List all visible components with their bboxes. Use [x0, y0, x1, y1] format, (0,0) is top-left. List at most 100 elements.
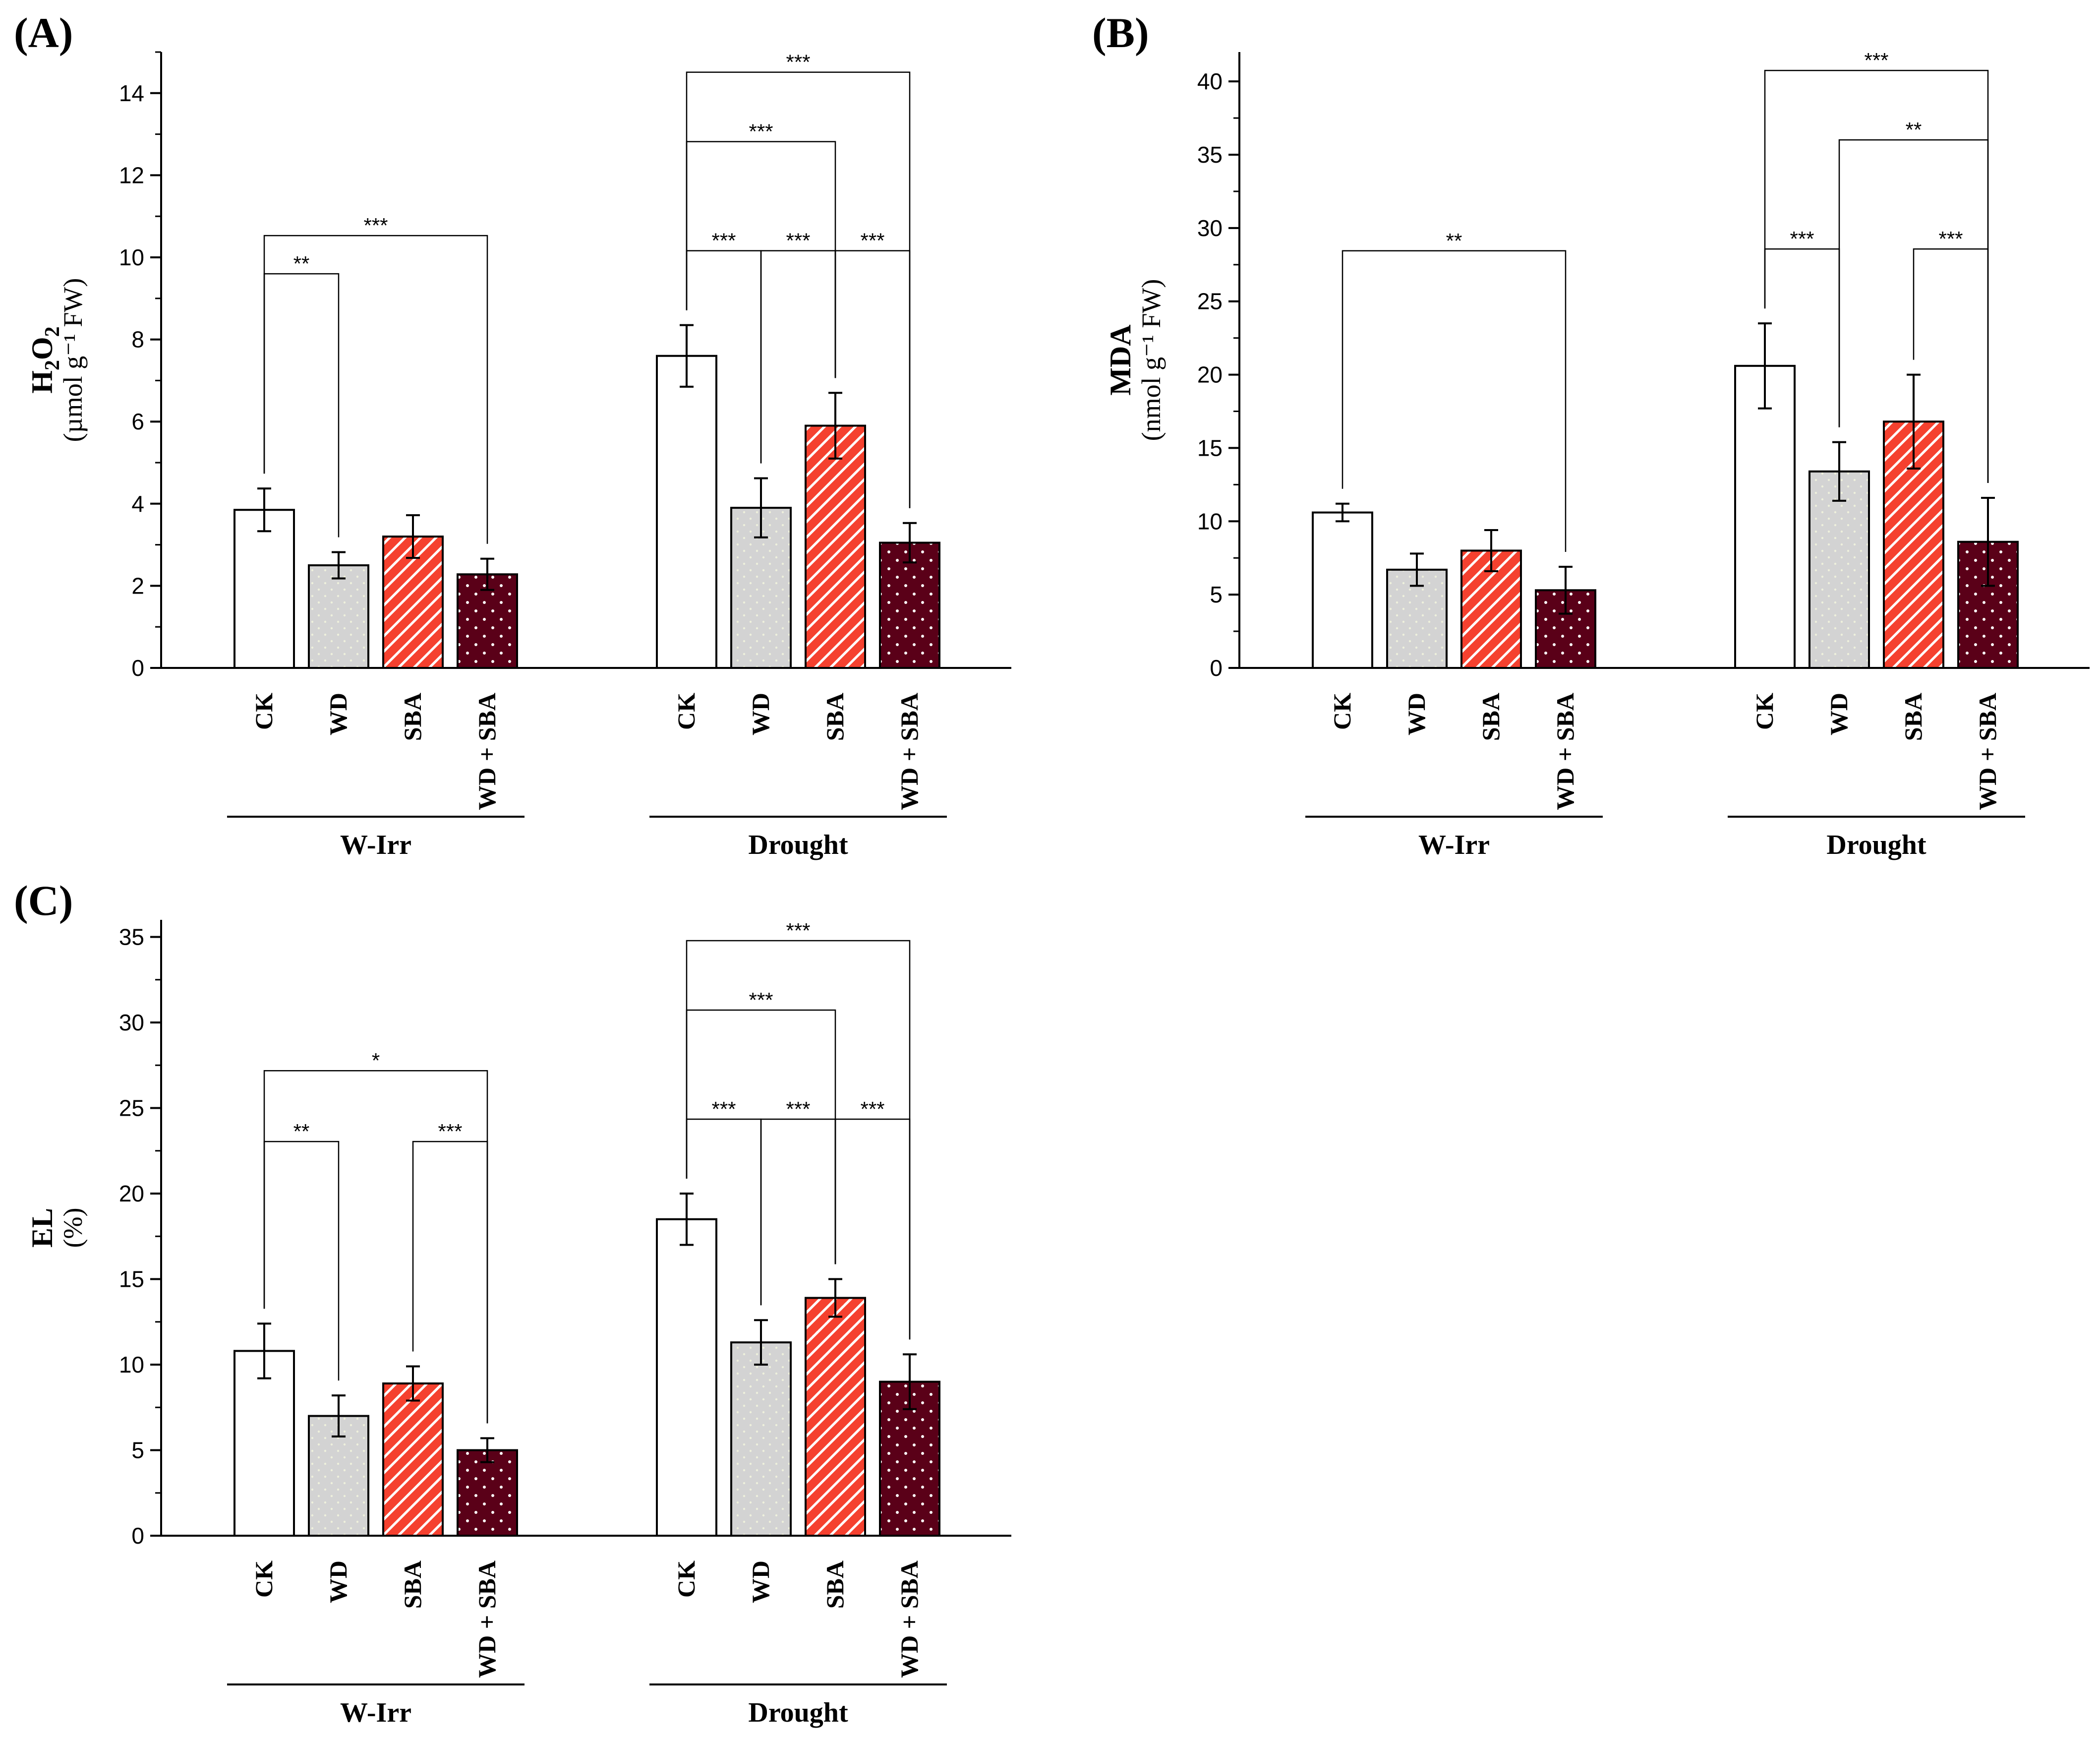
- panel-b-sig-bracket-0-0-3: [1342, 250, 1567, 552]
- panel-b-y-tick-label: 10: [1197, 508, 1223, 534]
- panel-c-y-tick-label: 10: [119, 1352, 144, 1378]
- panel-a-y-tick-label: 12: [119, 162, 144, 188]
- panel-b-sig-bracket-1-0-1-label: ***: [1790, 227, 1814, 250]
- panel-a-drought-category-label-sba: SBA: [821, 693, 849, 741]
- panel-a-drought-category-label-wd: WD: [747, 693, 774, 735]
- panel-c-letter: (C): [14, 877, 73, 924]
- panel-a-w-irr-bar-wd: [308, 564, 369, 669]
- panel-a-drought-group-label: Drought: [748, 830, 848, 860]
- panel-c-y-tick-label: 30: [119, 1010, 144, 1035]
- panel-c-drought-bar-ck: [656, 1218, 717, 1537]
- panel-a-w-irr-category-label-sba: SBA: [399, 693, 426, 741]
- panel-a-sig-bracket-1-2-3: [834, 250, 911, 508]
- panel-c-sig-bracket-1-1-2: [760, 1118, 836, 1306]
- panel-c-drought-group-label: Drought: [748, 1697, 848, 1728]
- panel-b-y-tick-label: 30: [1197, 215, 1223, 241]
- panel-c-sig-bracket-1-1-2-label: ***: [786, 1097, 810, 1121]
- panel-b-y-tick-label: 25: [1197, 289, 1223, 314]
- panel-b-sig-bracket-1-0-3-label: ***: [1864, 49, 1888, 72]
- panel-c-y-tick-label: 15: [119, 1266, 144, 1292]
- panel-b-w-irr-group-label: W-Irr: [1418, 830, 1490, 860]
- panel-a-w-irr-category-label-wd: WD: [324, 693, 352, 735]
- panel-a-sig-bracket-1-0-1-label: ***: [711, 229, 736, 252]
- panel-c-w-irr-category-label-ck: CK: [250, 1560, 278, 1598]
- panel-b-drought-category-label-ck: CK: [1750, 693, 1778, 730]
- panel-b-y-tick-label: 35: [1197, 142, 1223, 168]
- panel-b-drought-bar-wd: [1808, 470, 1870, 669]
- panel-c-sig-bracket-1-0-3-label: ***: [786, 919, 810, 942]
- panel-c-w-irr-category-label-wd: WD: [324, 1560, 352, 1603]
- panel-c-y-label-title: EL: [26, 1208, 58, 1248]
- panel-a-y-tick-label: 10: [119, 244, 144, 270]
- panel-a-w-irr-group-label: W-Irr: [340, 830, 411, 860]
- panel-b-y-label-title: MDA: [1104, 324, 1137, 395]
- panel-a-drought-bar-wd-sba: [879, 541, 940, 669]
- panel-b-sig-bracket-1-2-3-label: ***: [1938, 227, 1963, 250]
- panel-c-sig-bracket-0-0-1: [263, 1140, 340, 1381]
- panel-c-y-tick-label: 35: [119, 924, 144, 950]
- panel-c-drought-category-label-wd-sba: WD + SBA: [895, 1560, 923, 1678]
- panel-c-w-irr-group-label: W-Irr: [340, 1697, 411, 1728]
- panel-c-w-irr-bar-sba: [382, 1382, 444, 1537]
- panel-b-y-label-unit: (nmol g⁻¹ FW): [1136, 279, 1166, 441]
- panel-c-w-irr-category-label-sba: SBA: [399, 1560, 426, 1609]
- panel-a-drought-bar-ck: [656, 355, 717, 669]
- panel-a-y-tick-label: 4: [131, 491, 144, 517]
- panel-c-sig-bracket-0-2-3: [412, 1140, 488, 1424]
- panel-b-drought-category-label-wd: WD: [1825, 693, 1853, 735]
- panel-b-y-tick-label: 40: [1197, 68, 1223, 94]
- panel-b-y-tick-label: 15: [1197, 435, 1223, 461]
- panel-a-sig-bracket-0-0-3-label: ***: [363, 214, 388, 237]
- panel-c-y-tick-label: 20: [119, 1181, 144, 1206]
- panel-a: (A) 0 2 4 6 8 10 12 14 H2O2(µmol g⁻¹ FW) CK WD SBA WD…: [14, 9, 1011, 860]
- panel-c-drought-category-label-sba: SBA: [821, 1560, 849, 1609]
- panel-b-drought-category-label-sba: SBA: [1899, 693, 1927, 741]
- panel-c-sig-bracket-1-0-2-label: ***: [749, 988, 773, 1012]
- panel-b-w-irr-category-label-ck: CK: [1328, 693, 1356, 730]
- panel-c-drought-bar-wd: [730, 1341, 792, 1537]
- panel-a-sig-bracket-1-0-3-label: ***: [786, 51, 810, 74]
- panel-c-w-irr-category-label-wd-sba: WD + SBA: [473, 1560, 501, 1678]
- panel-b-w-irr-category-label-sba: SBA: [1477, 693, 1505, 741]
- panel-a-drought-category-label-wd-sba: WD + SBA: [895, 693, 923, 810]
- panel-a-sig-bracket-0-0-1-label: **: [293, 252, 310, 275]
- panel-b-sig-bracket-1-2-3: [1913, 248, 1989, 483]
- panel-a-w-irr-category-label-wd-sba: WD + SBA: [473, 693, 501, 810]
- panel-a-y-tick-label: 2: [131, 573, 144, 599]
- panel-c-y-tick-label: 0: [131, 1523, 144, 1549]
- panel-c-drought-category-label-wd: WD: [747, 1560, 774, 1603]
- panel-a-w-irr-category-label-ck: CK: [250, 693, 278, 730]
- panel-c-y-label-unit: (%): [58, 1208, 88, 1248]
- panel-a-sig-bracket-1-1-2-label: ***: [786, 229, 810, 252]
- panel-b-w-irr-category-label-wd: WD: [1402, 693, 1430, 735]
- panel-b-sig-bracket-1-0-3: [1764, 69, 1989, 483]
- panel-c-drought-category-label-ck: CK: [672, 1560, 700, 1598]
- panel-b-y-tick-label: 0: [1210, 655, 1223, 681]
- panel-c-sig-bracket-1-0-1-label: ***: [711, 1097, 736, 1121]
- panel-a-y-label-title: H2O2: [26, 326, 64, 393]
- panel-a-y-tick-label: 6: [131, 409, 144, 434]
- panel-b-y-tick-label: 20: [1197, 362, 1223, 388]
- panel-b-sig-bracket-1-0-1: [1764, 248, 1840, 427]
- panel-b-sig-bracket-1-1-3-label: **: [1906, 118, 1922, 141]
- panel-c-sig-bracket-0-0-1-label: **: [293, 1120, 310, 1143]
- panel-b-letter: (B): [1092, 9, 1149, 57]
- panel-c-drought-bar-sba: [805, 1297, 866, 1537]
- panel-a-y-label-unit: (µmol g⁻¹ FW): [58, 278, 88, 442]
- panel-c-w-irr-bar-ck: [233, 1350, 295, 1537]
- panel-b-y-tick-label: 5: [1210, 582, 1223, 607]
- panel-c-sig-bracket-0-0-3-label: *: [372, 1049, 380, 1072]
- panel-a-drought-bar-sba: [805, 424, 866, 669]
- panel-a-sig-bracket-1-0-3: [686, 71, 911, 508]
- panel-a-y-tick-label: 0: [131, 655, 144, 681]
- panel-b-sig-bracket-0-0-3-label: **: [1446, 229, 1462, 252]
- panel-a-sig-bracket-1-2-3-label: ***: [860, 229, 884, 252]
- panel-c: (C) 0 5 10 15 20 25 30 35 EL (%) CK WD SBA WD + SBA W-I…: [14, 877, 1011, 1728]
- panel-a-letter: (A): [14, 9, 73, 57]
- panel-c-sig-bracket-1-0-3: [686, 940, 911, 1340]
- panel-a-drought-bar-wd: [730, 507, 792, 669]
- panel-c-sig-bracket-0-2-3-label: ***: [438, 1120, 462, 1143]
- panel-c-sig-bracket-1-2-3: [834, 1118, 911, 1340]
- panel-a-sig-bracket-1-0-2-label: ***: [749, 120, 773, 143]
